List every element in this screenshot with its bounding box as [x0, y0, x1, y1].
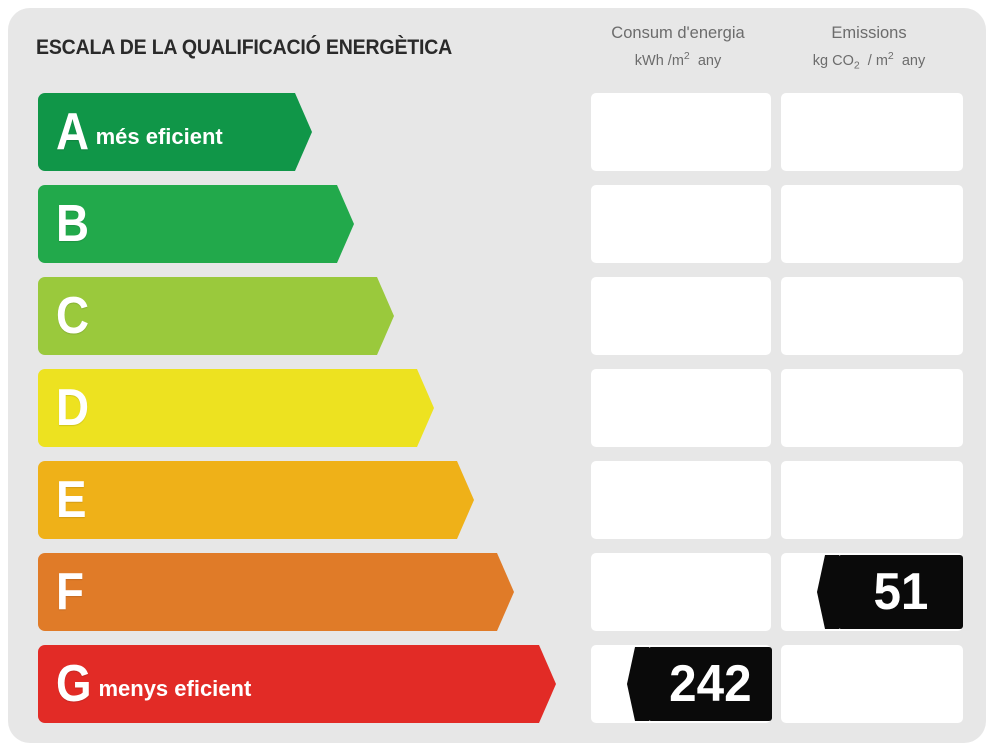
column-header-emissions-unit: kg CO2 / m2 any: [812, 49, 926, 72]
energy-rating-certificate: ESCALA DE LA QUALIFICACIÓ ENERGÈTICA Con…: [8, 8, 986, 743]
rating-bar-b[interactable]: B: [38, 185, 354, 263]
column-header-emissions: Emissions kg CO2 / m2 any: [773, 22, 965, 74]
badge-arrow-icon: [817, 555, 839, 629]
rating-bar-g[interactable]: G menys eficient: [38, 645, 556, 723]
cell-emissions-a: [781, 93, 963, 171]
cell-emissions-c: [781, 277, 963, 355]
cell-consum-c: [591, 277, 771, 355]
rating-bar-a[interactable]: A més eficient: [38, 93, 312, 171]
page-title: ESCALA DE LA QUALIFICACIÓ ENERGÈTICA: [36, 36, 453, 59]
cell-emissions-b: [781, 185, 963, 263]
rating-bar-e[interactable]: E: [38, 461, 474, 539]
cell-consum-f: [591, 553, 771, 631]
column-header-consum-title: Consum d'energia: [611, 24, 745, 42]
bar-arrow-tip-icon: [487, 553, 514, 631]
cell-consum-e: [591, 461, 771, 539]
rating-qualifier-least-efficient: menys eficient: [98, 676, 252, 701]
cell-emissions-d: [781, 369, 963, 447]
bar-arrow-tip-icon: [367, 277, 394, 355]
rating-row-e: E: [8, 461, 986, 539]
bar-arrow-tip-icon: [529, 645, 556, 723]
rating-row-b: B: [8, 185, 986, 263]
rating-bar-d[interactable]: D: [38, 369, 434, 447]
chart-header: ESCALA DE LA QUALIFICACIÓ ENERGÈTICA Con…: [8, 8, 986, 86]
cell-emissions-g: [781, 645, 963, 723]
column-header-consum: Consum d'energia kWh /m2 any: [583, 22, 773, 72]
rating-letter-a: A: [56, 103, 90, 161]
cell-consum-a: [591, 93, 771, 171]
emissions-value-badge: 51: [817, 555, 963, 629]
rating-row-c: C: [8, 277, 986, 355]
badge-arrow-icon: [627, 647, 649, 721]
rating-row-d: D: [8, 369, 986, 447]
bar-arrow-tip-icon: [327, 185, 354, 263]
emissions-value: 51: [873, 563, 928, 621]
rating-letter-b: B: [56, 195, 90, 253]
rating-letter-c: C: [56, 287, 90, 345]
rating-row-f: F 51: [8, 553, 986, 631]
consum-value-badge: 242: [627, 647, 772, 721]
rating-row-a: A més eficient: [8, 93, 986, 171]
rating-letter-d: D: [56, 379, 90, 437]
rating-qualifier-most-efficient: més eficient: [95, 124, 223, 149]
bar-arrow-tip-icon: [407, 369, 434, 447]
column-header-emissions-title: Emissions: [831, 24, 907, 42]
bar-arrow-tip-icon: [285, 93, 312, 171]
rating-bar-c[interactable]: C: [38, 277, 394, 355]
rating-row-g: G menys eficient 242: [8, 645, 986, 723]
consum-value: 242: [668, 655, 752, 713]
rating-letter-e: E: [56, 471, 87, 529]
column-header-consum-unit: kWh /m2 any: [634, 49, 722, 69]
bar-arrow-tip-icon: [447, 461, 474, 539]
rating-letter-g: G: [56, 655, 92, 713]
cell-emissions-e: [781, 461, 963, 539]
cell-consum-b: [591, 185, 771, 263]
rating-letter-f: F: [56, 563, 84, 621]
cell-consum-d: [591, 369, 771, 447]
rating-bar-f[interactable]: F: [38, 553, 514, 631]
